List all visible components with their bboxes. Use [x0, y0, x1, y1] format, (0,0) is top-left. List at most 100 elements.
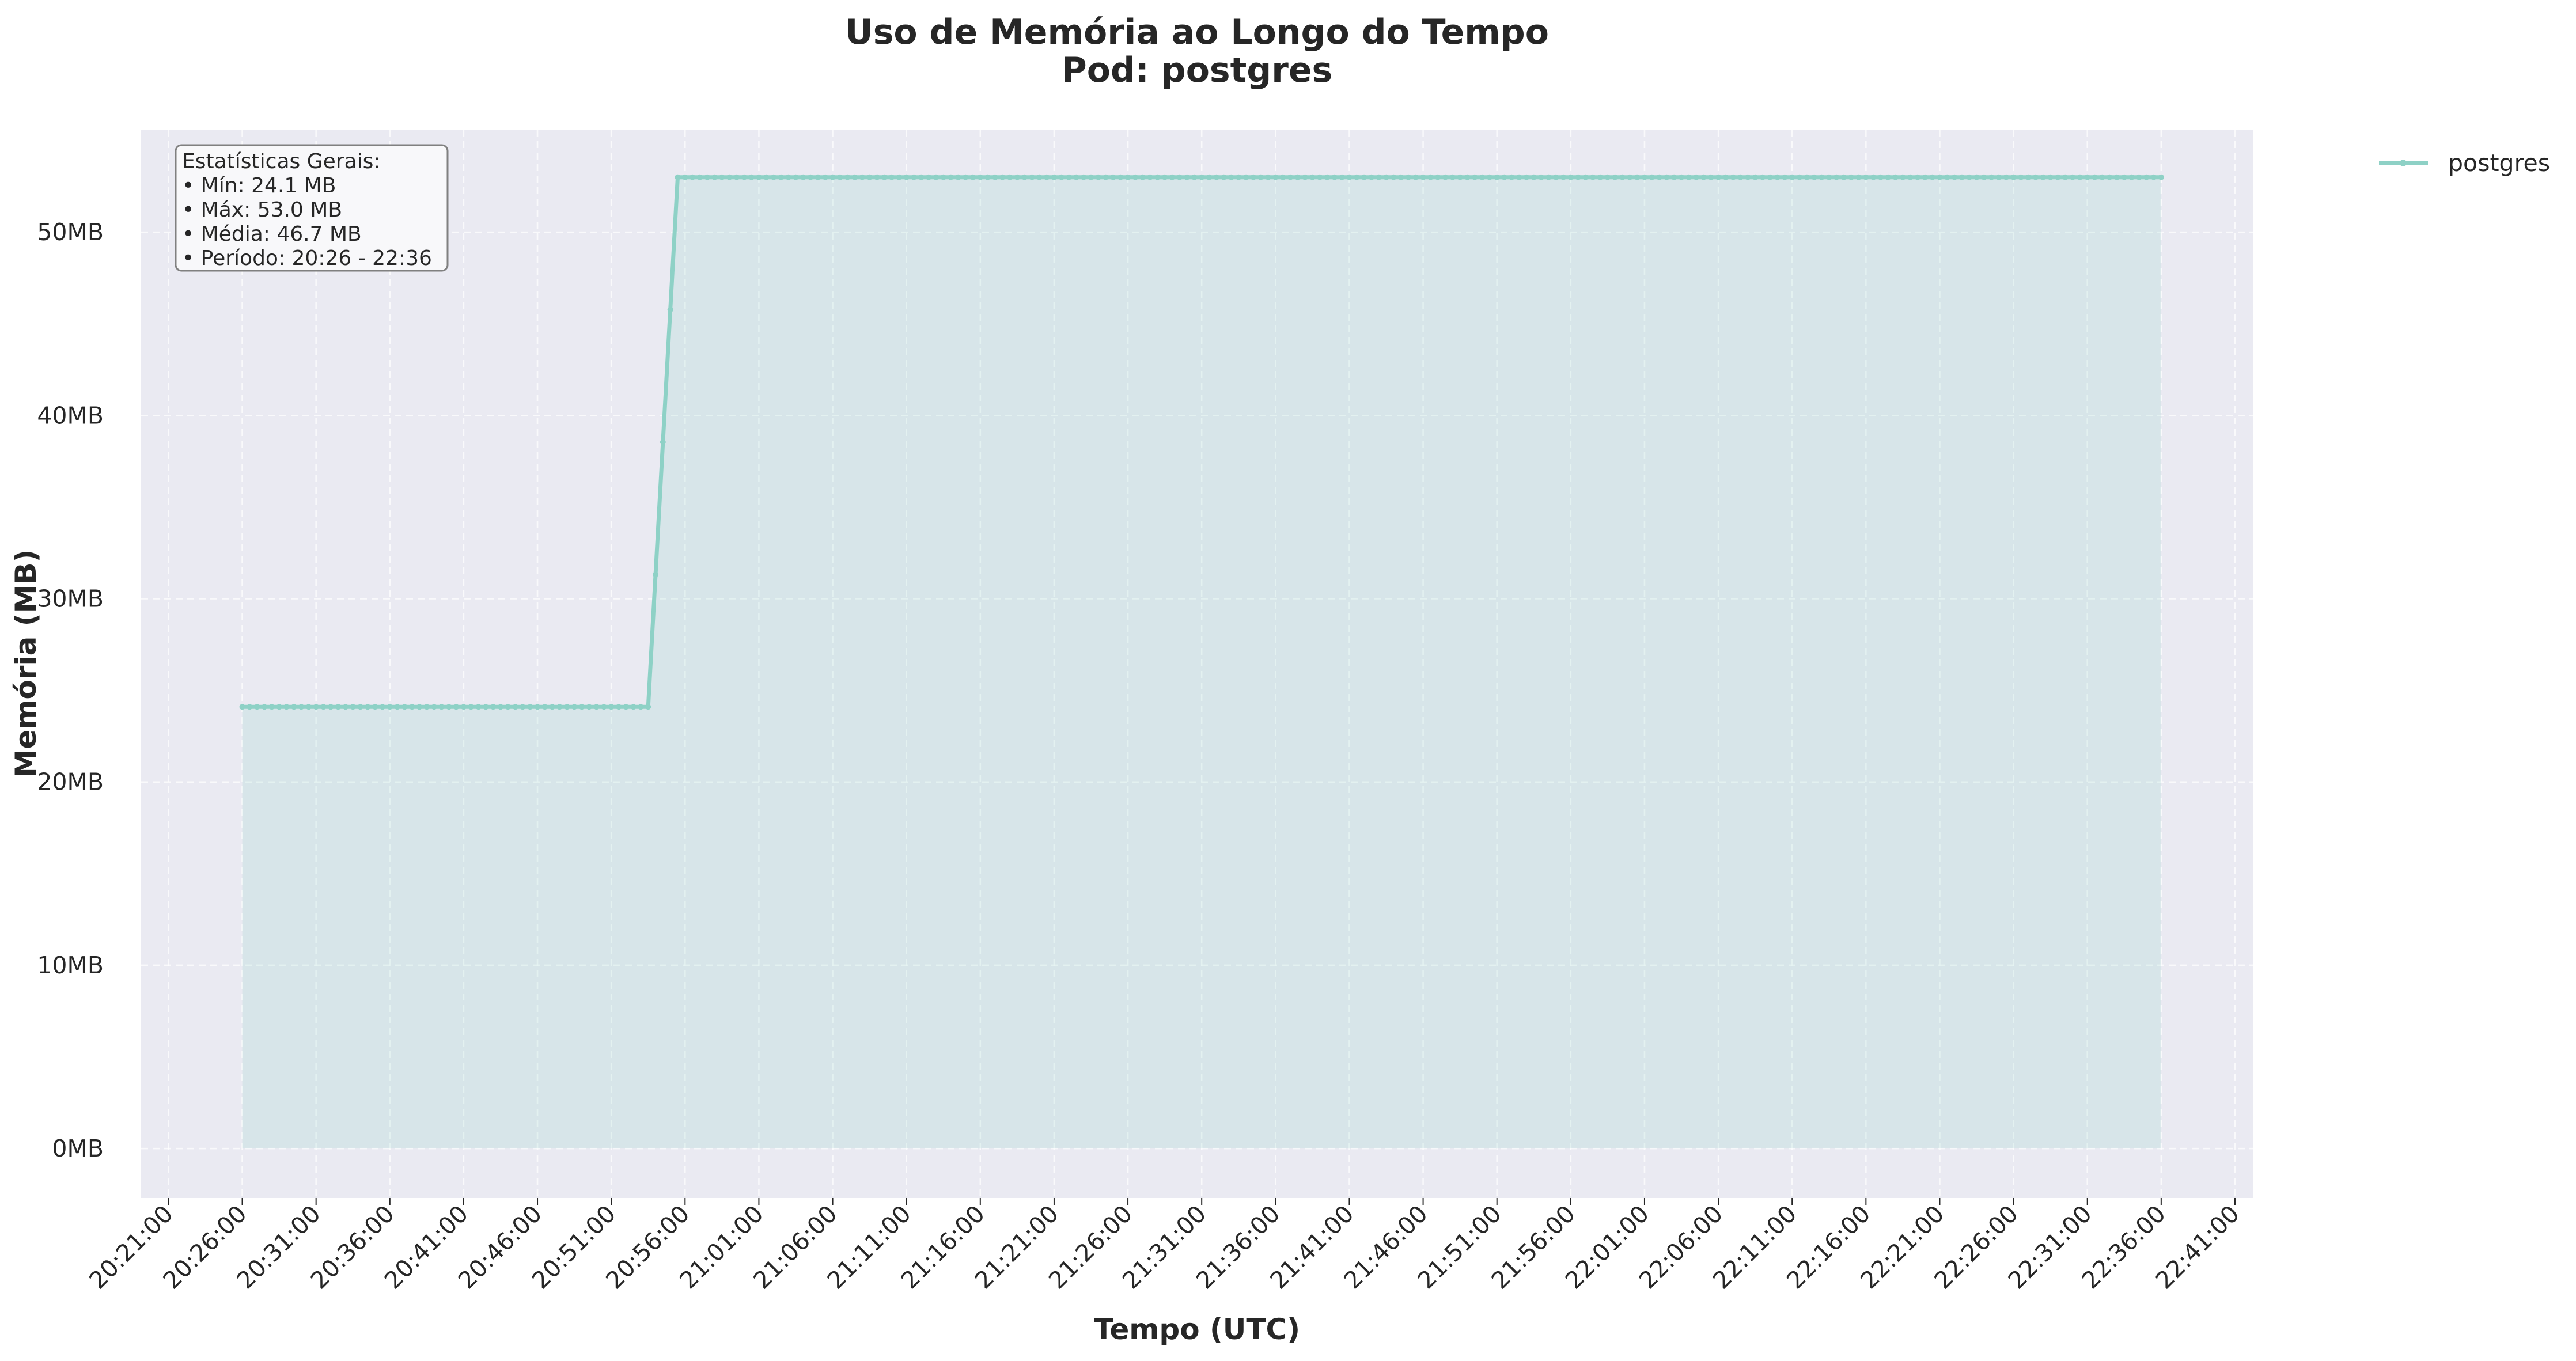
data-point — [1243, 174, 1249, 180]
data-point — [933, 174, 939, 180]
data-point — [1007, 174, 1013, 180]
data-point — [1331, 174, 1338, 180]
data-point — [1545, 174, 1552, 180]
data-point — [1147, 174, 1153, 180]
data-point — [1479, 174, 1486, 180]
data-point — [1619, 174, 1626, 180]
data-point — [372, 704, 378, 710]
data-point — [305, 704, 312, 710]
data-point — [1125, 174, 1131, 180]
data-point — [468, 704, 474, 710]
data-point — [918, 174, 925, 180]
data-point — [320, 704, 327, 710]
data-point — [763, 174, 770, 180]
data-point — [1973, 174, 1980, 180]
data-point — [298, 704, 305, 710]
data-point — [423, 704, 430, 710]
data-point — [593, 704, 600, 710]
data-point — [2113, 174, 2120, 180]
data-point — [1184, 174, 1190, 180]
y-axis-ticks: 0MB 10MB 20MB 30MB 40MB 50MB — [37, 218, 104, 1162]
data-point — [1952, 174, 1958, 180]
stats-box-frame — [175, 144, 449, 272]
data-point — [771, 174, 777, 180]
data-point — [541, 704, 548, 710]
data-point — [2077, 174, 2083, 180]
data-point — [1811, 174, 1817, 180]
data-point — [1685, 174, 1692, 180]
y-tick-label: 50MB — [37, 218, 104, 246]
data-point — [1774, 174, 1781, 180]
data-point — [1257, 174, 1264, 180]
data-point — [1840, 174, 1847, 180]
grid-lines — [141, 130, 2253, 1198]
y-tick-label: 30MB — [37, 585, 104, 613]
data-point — [1855, 174, 1862, 180]
y-tick-label: 0MB — [52, 1135, 104, 1162]
data-point — [969, 174, 976, 180]
data-point — [2003, 174, 2009, 180]
data-point — [940, 174, 946, 180]
data-point — [313, 704, 319, 710]
data-point — [1066, 174, 1072, 180]
data-point — [268, 704, 275, 710]
data-point — [1317, 174, 1323, 180]
data-point — [401, 704, 408, 710]
data-point — [851, 174, 858, 180]
data-point — [1132, 174, 1138, 180]
data-point — [365, 704, 371, 710]
data-point — [1095, 174, 1101, 180]
data-point — [903, 174, 910, 180]
data-point — [283, 704, 290, 710]
data-point — [2062, 174, 2069, 180]
data-point — [490, 704, 497, 710]
data-point — [350, 704, 356, 710]
data-point — [1509, 174, 1515, 180]
data-point — [837, 174, 843, 180]
data-point — [653, 571, 659, 578]
data-point — [719, 174, 725, 180]
data-point — [1346, 174, 1353, 180]
data-point — [1464, 174, 1471, 180]
data-point — [1287, 174, 1293, 180]
data-point — [1671, 174, 1677, 180]
data-point — [1199, 174, 1205, 180]
data-point — [2121, 174, 2127, 180]
data-point — [1457, 174, 1463, 180]
data-point — [512, 704, 518, 710]
stats-period: • Período: 20:26 - 22:36 — [182, 247, 432, 270]
data-point — [1538, 174, 1544, 180]
data-point — [1649, 174, 1655, 180]
data-point — [261, 704, 267, 710]
data-point — [2136, 174, 2142, 180]
data-point — [1590, 174, 1596, 180]
data-point — [615, 704, 622, 710]
y-tick-label: 10MB — [37, 951, 104, 979]
data-point — [1398, 174, 1404, 180]
data-point — [328, 704, 334, 710]
data-point — [630, 704, 637, 710]
data-point — [1250, 174, 1256, 180]
data-point — [1029, 174, 1035, 180]
data-point — [785, 174, 791, 180]
data-point — [2143, 174, 2150, 180]
data-point — [1604, 174, 1611, 180]
data-point — [1236, 174, 1242, 180]
data-point — [438, 704, 445, 710]
data-point — [1863, 174, 1869, 180]
data-point — [711, 174, 718, 180]
data-point — [608, 704, 615, 710]
data-point — [1664, 174, 1670, 180]
data-point — [1486, 174, 1492, 180]
data-point — [1405, 174, 1411, 180]
data-point — [556, 704, 563, 710]
data-point — [999, 174, 1006, 180]
data-point — [586, 704, 592, 710]
data-point — [1103, 174, 1109, 180]
data-point — [2107, 174, 2113, 180]
data-point — [1848, 174, 1854, 180]
data-point — [1929, 174, 1935, 180]
data-point — [984, 174, 991, 180]
data-point — [1309, 174, 1316, 180]
